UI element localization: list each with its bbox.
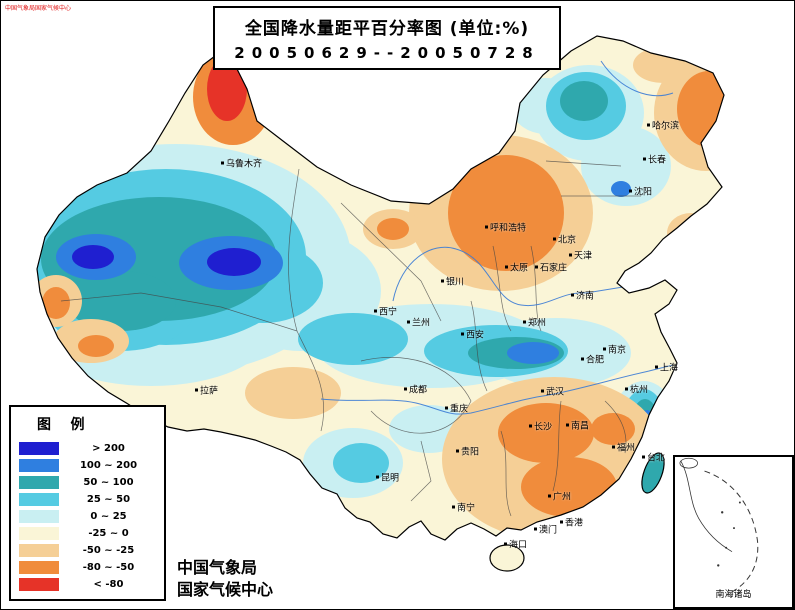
legend-items: > 200 100 ~ 200 50 ~ 100 25 ~ 50 0 ~ 25 -25 ~… bbox=[11, 441, 164, 592]
legend-label: -80 ~ -50 bbox=[82, 562, 135, 573]
rivers bbox=[320, 60, 674, 415]
legend-row: -25 ~ 0 bbox=[19, 526, 158, 541]
title-box: 全国降水量距平百分率图 (单位:%) 20050629--20050728 bbox=[213, 6, 561, 70]
legend-swatch bbox=[19, 561, 59, 574]
legend-row: > 200 bbox=[19, 441, 158, 456]
inset-map-graphic bbox=[679, 457, 759, 596]
field-lt-m80 bbox=[207, 57, 247, 121]
legend-row: -50 ~ -25 bbox=[19, 543, 158, 558]
legend-box: 图 例 > 200 100 ~ 200 50 ~ 100 25 ~ 50 0 ~ 25 -… bbox=[9, 405, 166, 601]
legend-swatch bbox=[19, 578, 59, 591]
inset-label: 南海诸岛 bbox=[715, 590, 752, 600]
legend-label: -25 ~ 0 bbox=[88, 528, 129, 539]
legend-label: -50 ~ -25 bbox=[82, 545, 135, 556]
legend-row: 50 ~ 100 bbox=[19, 475, 158, 490]
legend-label: 0 ~ 25 bbox=[90, 511, 127, 522]
legend-label: < -80 bbox=[93, 579, 124, 590]
map-date-range: 20050629--20050728 bbox=[234, 44, 540, 62]
national-border bbox=[36, 35, 725, 572]
legend-label: 50 ~ 100 bbox=[83, 477, 134, 488]
legend-label: 100 ~ 200 bbox=[79, 460, 138, 471]
legend-label: 25 ~ 50 bbox=[86, 494, 131, 505]
legend-swatch bbox=[19, 510, 59, 523]
legend-row: < -80 bbox=[19, 577, 158, 592]
credits: 中国气象局 国家气候中心 bbox=[177, 557, 273, 601]
province-borders bbox=[60, 160, 641, 517]
legend-row: 0 ~ 25 bbox=[19, 509, 158, 524]
map-title: 全国降水量距平百分率图 (单位:%) bbox=[244, 19, 530, 39]
legend-label: > 200 bbox=[92, 443, 125, 454]
legend-swatch bbox=[19, 476, 59, 489]
corner-watermark: 中国气象局国家气候中心 bbox=[5, 5, 72, 12]
hainan-island bbox=[489, 544, 525, 572]
legend-swatch bbox=[19, 527, 59, 540]
legend-title: 图 例 bbox=[37, 417, 85, 433]
legend-row: 100 ~ 200 bbox=[19, 458, 158, 473]
taiwan-island bbox=[641, 452, 665, 494]
south-china-sea-inset: 南海诸岛 bbox=[673, 455, 794, 609]
legend-swatch bbox=[19, 544, 59, 557]
credit-line-2: 国家气候中心 bbox=[177, 580, 274, 599]
legend-swatch bbox=[19, 442, 59, 455]
legend-row: -80 ~ -50 bbox=[19, 560, 158, 575]
legend-row: 25 ~ 50 bbox=[19, 492, 158, 507]
legend-swatch bbox=[19, 493, 59, 506]
credit-line-1: 中国气象局 bbox=[177, 558, 258, 577]
legend-swatch bbox=[19, 459, 59, 472]
